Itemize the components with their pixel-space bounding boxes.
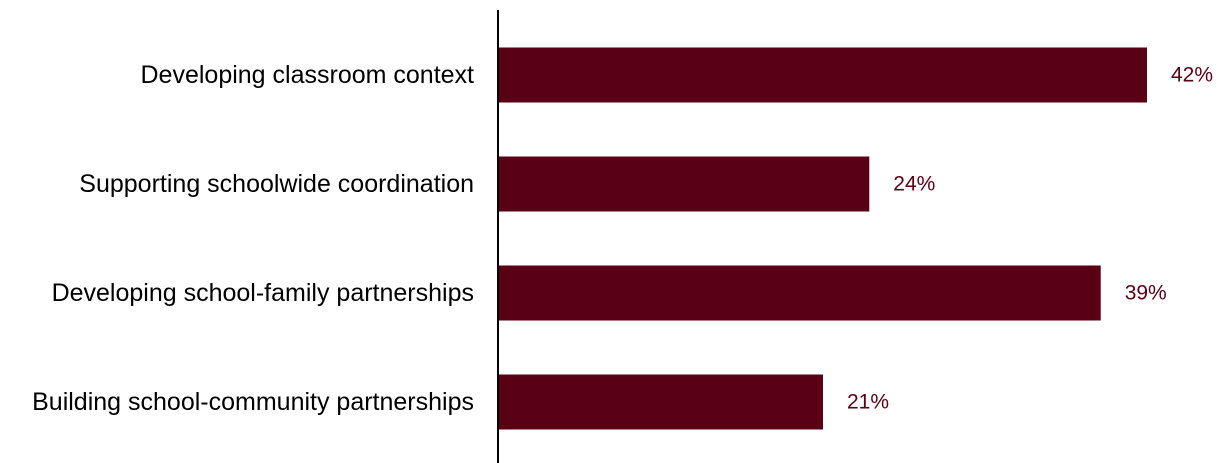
data-label-3: 39% bbox=[1125, 282, 1167, 305]
data-labels-group: 42% 24% 39% 21% bbox=[847, 64, 1213, 414]
bar-4 bbox=[499, 374, 823, 430]
category-label-1: Developing classroom context bbox=[141, 61, 475, 89]
category-label-4: Building school-community partnerships bbox=[32, 388, 474, 416]
bars-group bbox=[499, 47, 1147, 430]
category-label-2: Supporting schoolwide coordination bbox=[79, 170, 474, 198]
data-label-4: 21% bbox=[847, 391, 889, 414]
bar-3 bbox=[499, 265, 1101, 321]
bar-1 bbox=[499, 47, 1147, 103]
data-label-1: 42% bbox=[1171, 64, 1213, 87]
category-label-3: Developing school-family partnerships bbox=[52, 279, 474, 307]
data-label-2: 24% bbox=[893, 173, 935, 196]
category-labels-group: Developing classroom context Supporting s… bbox=[32, 61, 474, 416]
bar-2 bbox=[499, 156, 870, 212]
